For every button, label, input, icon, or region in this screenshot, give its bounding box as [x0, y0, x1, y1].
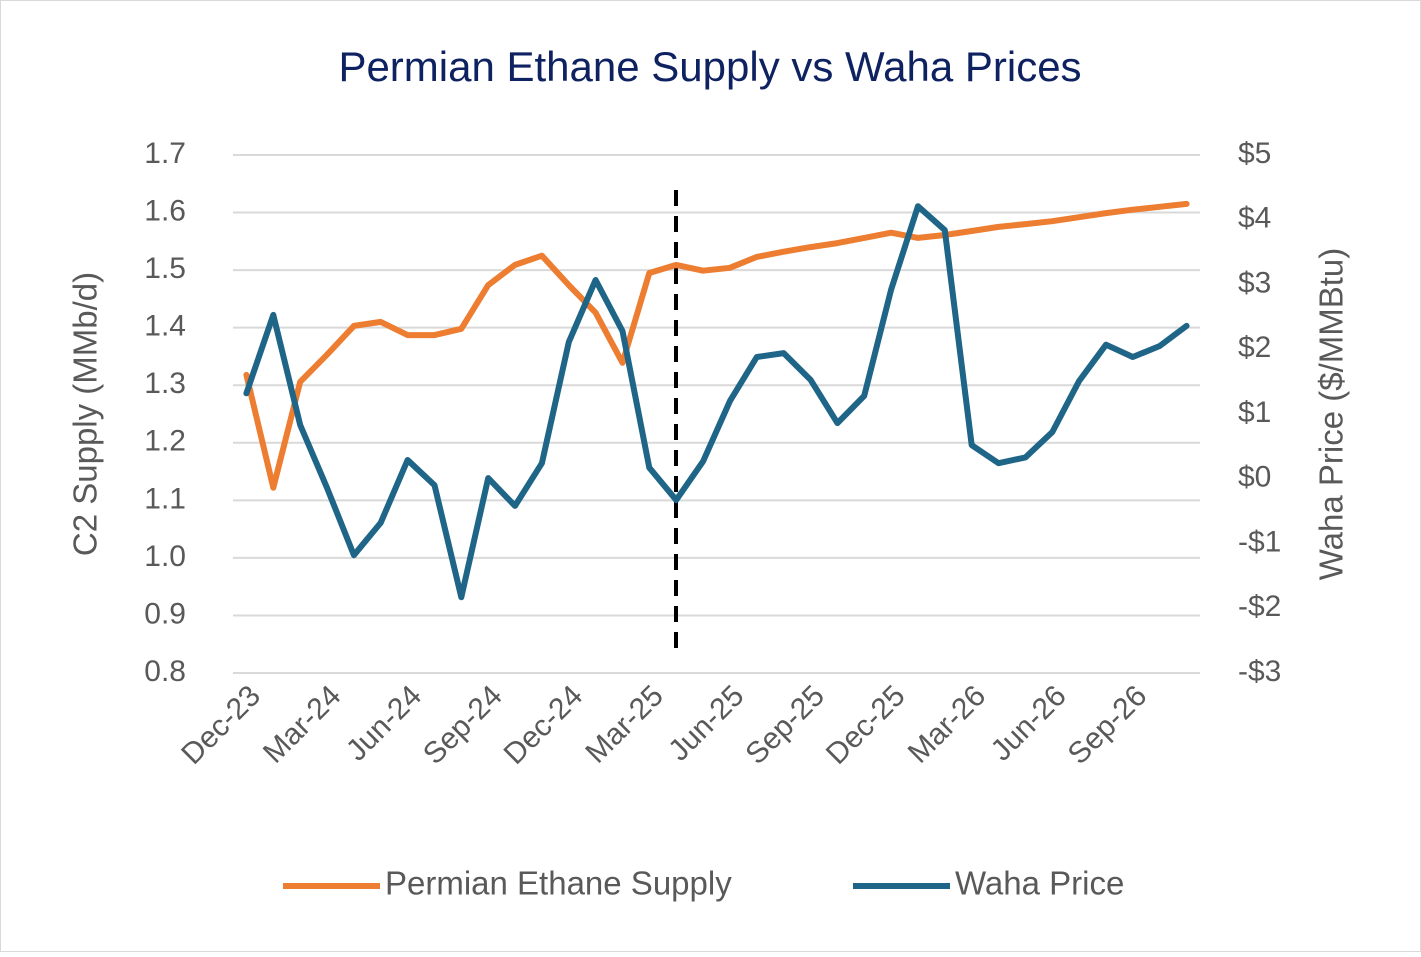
y-tick-label: 1.3 [144, 367, 186, 400]
series-line [243, 203, 1190, 601]
y-tick-label: 0.8 [144, 655, 186, 688]
legend-label: Permian Ethane Supply [385, 865, 732, 902]
y-tick-label: 1.5 [144, 252, 186, 285]
y-axis-title: C2 Supply (MMb/d) [67, 272, 104, 556]
y2-tick-label: $4 [1238, 202, 1271, 235]
y2-tick-label: $1 [1238, 396, 1271, 429]
y2-tick-label: -$1 [1238, 525, 1281, 558]
y-tick-label: 1.7 [144, 137, 186, 170]
y2-tick-label: $3 [1238, 266, 1271, 299]
y-tick-label: 1.4 [144, 310, 186, 343]
y-tick-label: 1.0 [144, 540, 186, 573]
y-tick-label: 0.9 [144, 597, 186, 630]
y2-tick-label: $5 [1238, 137, 1271, 170]
chart-title: Permian Ethane Supply vs Waha Prices [338, 43, 1081, 90]
y2-tick-label: -$3 [1238, 655, 1281, 688]
y2-tick-label: $0 [1238, 461, 1271, 494]
y2-axis-title: Waha Price ($/MMBtu) [1313, 248, 1350, 581]
y2-tick-label: $2 [1238, 331, 1271, 364]
series-line [243, 200, 1190, 491]
y-tick-label: 1.1 [144, 482, 186, 515]
y-tick-label: 1.2 [144, 425, 186, 458]
legend-label: Waha Price [955, 865, 1124, 902]
y-tick-label: 1.6 [144, 194, 186, 227]
y2-tick-label: -$2 [1238, 590, 1281, 623]
